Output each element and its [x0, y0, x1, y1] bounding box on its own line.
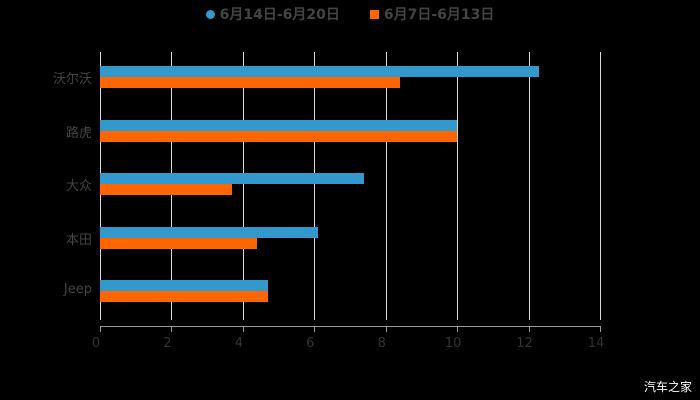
chart-legend: 6月14日-6月20日 6月7日-6月13日 — [0, 4, 700, 24]
x-tick-label: 8 — [377, 336, 386, 351]
x-tick — [100, 326, 101, 332]
x-tick-label: 14 — [587, 336, 605, 351]
bar-series-2[interactable] — [100, 184, 233, 196]
x-tick-label: 0 — [91, 336, 101, 351]
x-tick-label: 2 — [163, 336, 172, 351]
gridline — [528, 52, 530, 320]
category-label: 路虎 — [65, 125, 92, 141]
x-tick-label: 6 — [306, 336, 315, 351]
x-tick — [385, 326, 387, 332]
plot-area — [100, 52, 601, 320]
x-tick — [600, 326, 601, 332]
category-label: 沃尔沃 — [52, 72, 92, 87]
category-label: 本田 — [65, 232, 92, 248]
square-marker-icon — [369, 9, 379, 19]
x-tick — [314, 326, 316, 332]
x-axis-line — [100, 326, 600, 327]
circle-marker-icon — [205, 9, 215, 19]
bar-series-2[interactable] — [100, 77, 400, 88]
gridline — [457, 52, 459, 320]
x-tick — [242, 326, 244, 332]
watermark: 汽车之家 — [643, 380, 692, 394]
bar-series-1[interactable] — [100, 119, 458, 131]
gridline — [314, 52, 316, 320]
gridline — [242, 52, 244, 320]
bar-series-2[interactable] — [100, 291, 268, 303]
x-tick — [528, 326, 530, 332]
legend-label: 6月14日-6月20日 — [219, 7, 340, 23]
x-tick — [171, 326, 173, 332]
x-tick-label: 12 — [516, 336, 533, 351]
x-tick-label: 4 — [234, 336, 243, 351]
category-label: 大众 — [65, 179, 92, 195]
bar-series-2[interactable] — [100, 237, 258, 249]
bar-series-1[interactable] — [100, 66, 540, 77]
x-tick — [457, 326, 459, 332]
legend-item-series-1[interactable]: 6月14日-6月20日 — [205, 4, 340, 24]
bar-series-1[interactable] — [100, 173, 365, 185]
x-tick-label: 10 — [444, 336, 462, 351]
bar-series-2[interactable] — [100, 130, 458, 142]
gridline — [385, 52, 387, 320]
bar-series-1[interactable] — [100, 280, 268, 292]
gridline — [600, 52, 601, 320]
legend-label: 6月7日-6月13日 — [383, 7, 495, 23]
legend-item-series-2[interactable]: 6月7日-6月13日 — [369, 4, 495, 24]
bar-series-1[interactable] — [100, 226, 318, 238]
category-label: Jeep — [63, 282, 92, 298]
